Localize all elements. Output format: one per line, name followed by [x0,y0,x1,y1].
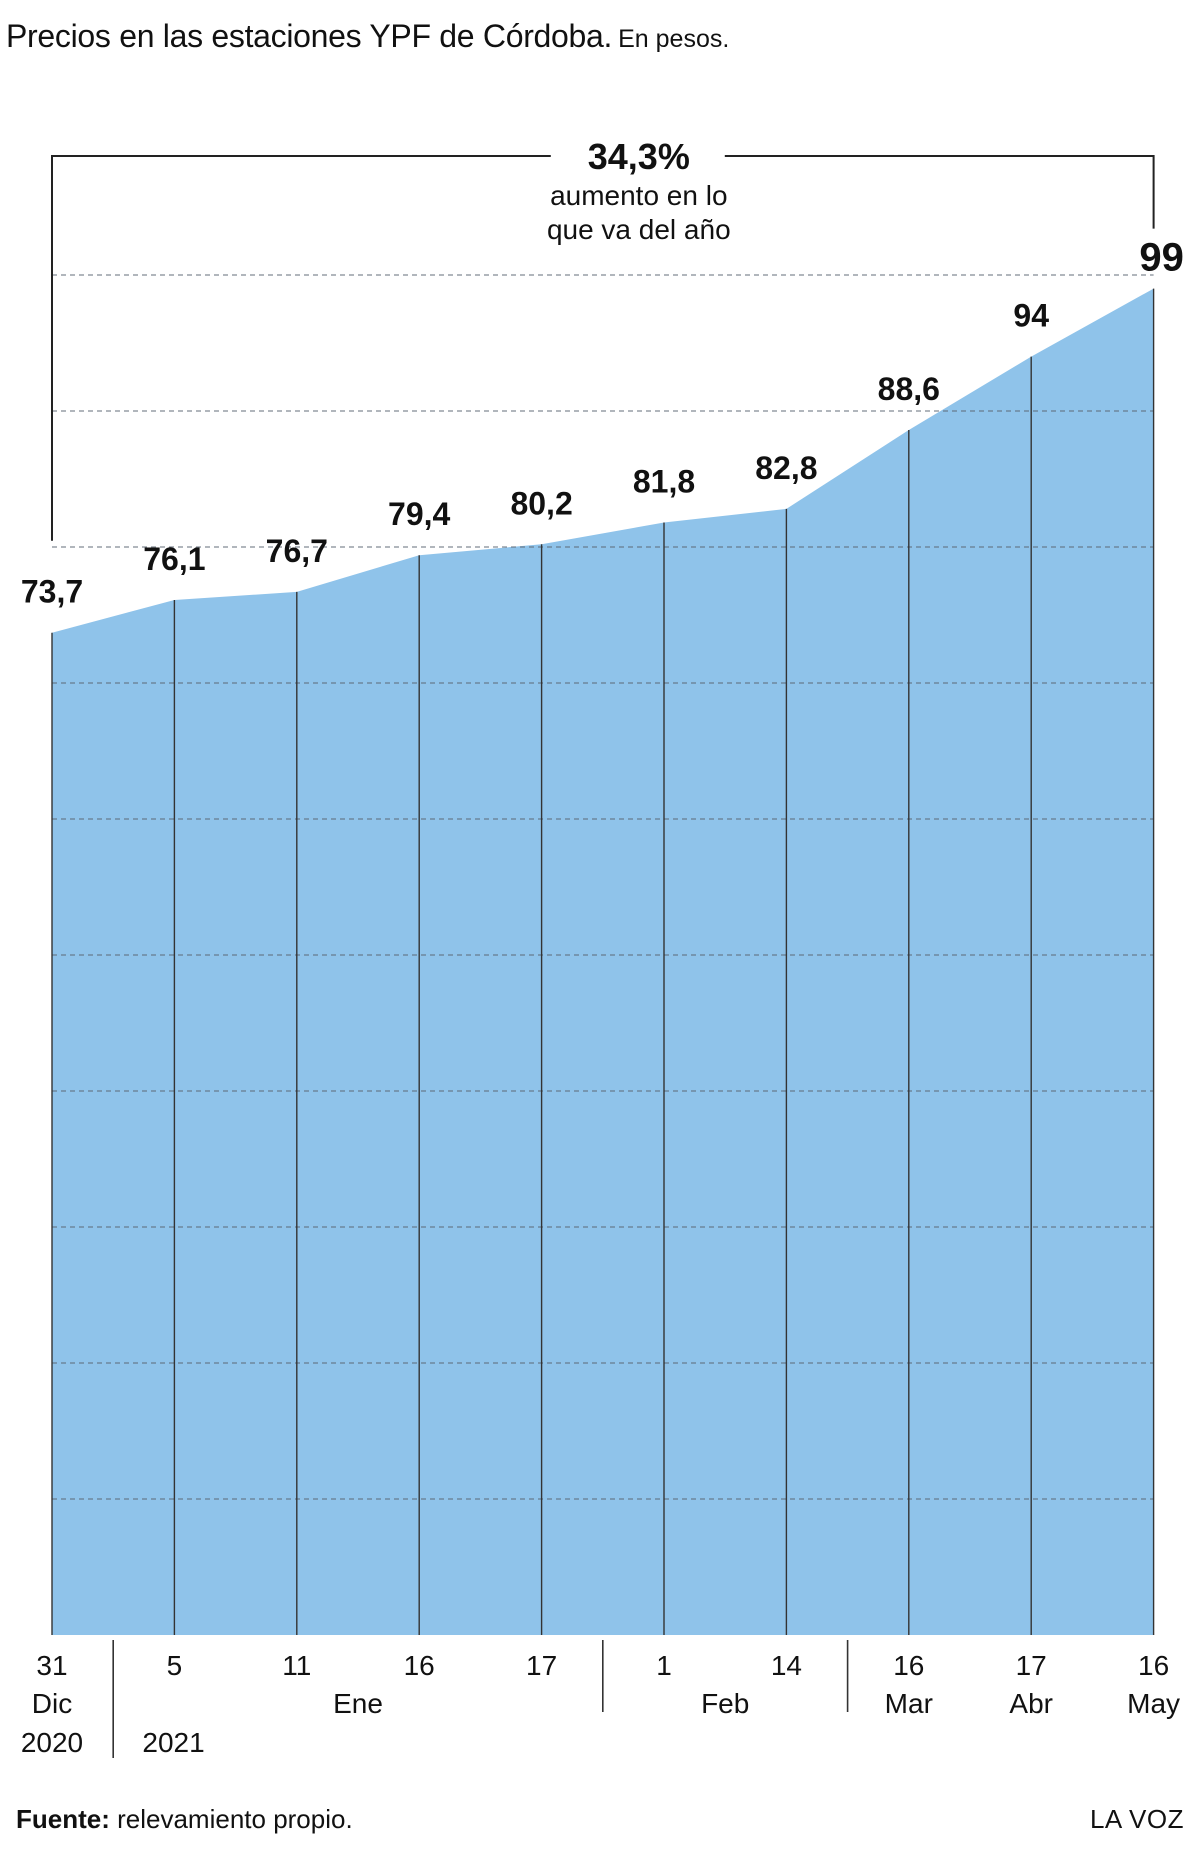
x-tick-label: 16 [1138,1650,1169,1681]
x-month-label: Ene [333,1688,383,1719]
area-series [52,288,1154,1636]
data-label: 82,8 [755,450,817,486]
chart-title-row: Precios en las estaciones YPF de Córdoba… [6,18,729,55]
x-year-label: 2020 [21,1727,83,1758]
bracket-line-left [51,155,551,541]
x-month-label: Abr [1009,1688,1053,1719]
data-label: 73,7 [21,574,83,610]
data-label: 76,7 [266,533,328,569]
bracket-line-right [724,155,1155,229]
source-label: Fuente: [16,1804,110,1834]
chart-title: Precios en las estaciones YPF de Córdoba… [6,18,613,54]
annotation-text-line1: aumento en lo [550,180,727,211]
data-label: 88,6 [878,371,940,407]
annotation-value: 34,3% [588,136,690,177]
x-tick-label: 17 [1016,1650,1047,1681]
source-note: Fuente: relevamiento propio. [16,1804,353,1835]
data-label: 99 [1139,236,1184,280]
chart-subtitle: En pesos. [618,25,730,53]
annotation-text-line2: que va del año [547,214,731,245]
x-tick-label: 16 [404,1650,435,1681]
brand-logo-text: LA VOZ [1089,1804,1184,1834]
x-tick-label: 31 [36,1650,67,1681]
data-label: 81,8 [633,464,695,500]
x-month-label: May [1127,1688,1180,1719]
data-label: 94 [1013,298,1049,334]
x-tick-label: 14 [771,1650,802,1681]
x-tick-label: 16 [893,1650,924,1681]
x-month-label: Dic [32,1688,72,1719]
x-tick-label: 5 [167,1650,183,1681]
data-label: 76,1 [143,541,205,577]
x-month-label: Mar [885,1688,933,1719]
data-label: 79,4 [388,496,450,532]
x-month-label: Feb [701,1688,749,1719]
x-tick-label: 11 [282,1650,311,1681]
source-text: relevamiento propio. [109,1804,353,1834]
x-year-label: 2021 [142,1727,204,1758]
data-label: 80,2 [510,485,572,521]
x-tick-label: 1 [656,1650,672,1681]
x-tick-label: 17 [526,1650,557,1681]
